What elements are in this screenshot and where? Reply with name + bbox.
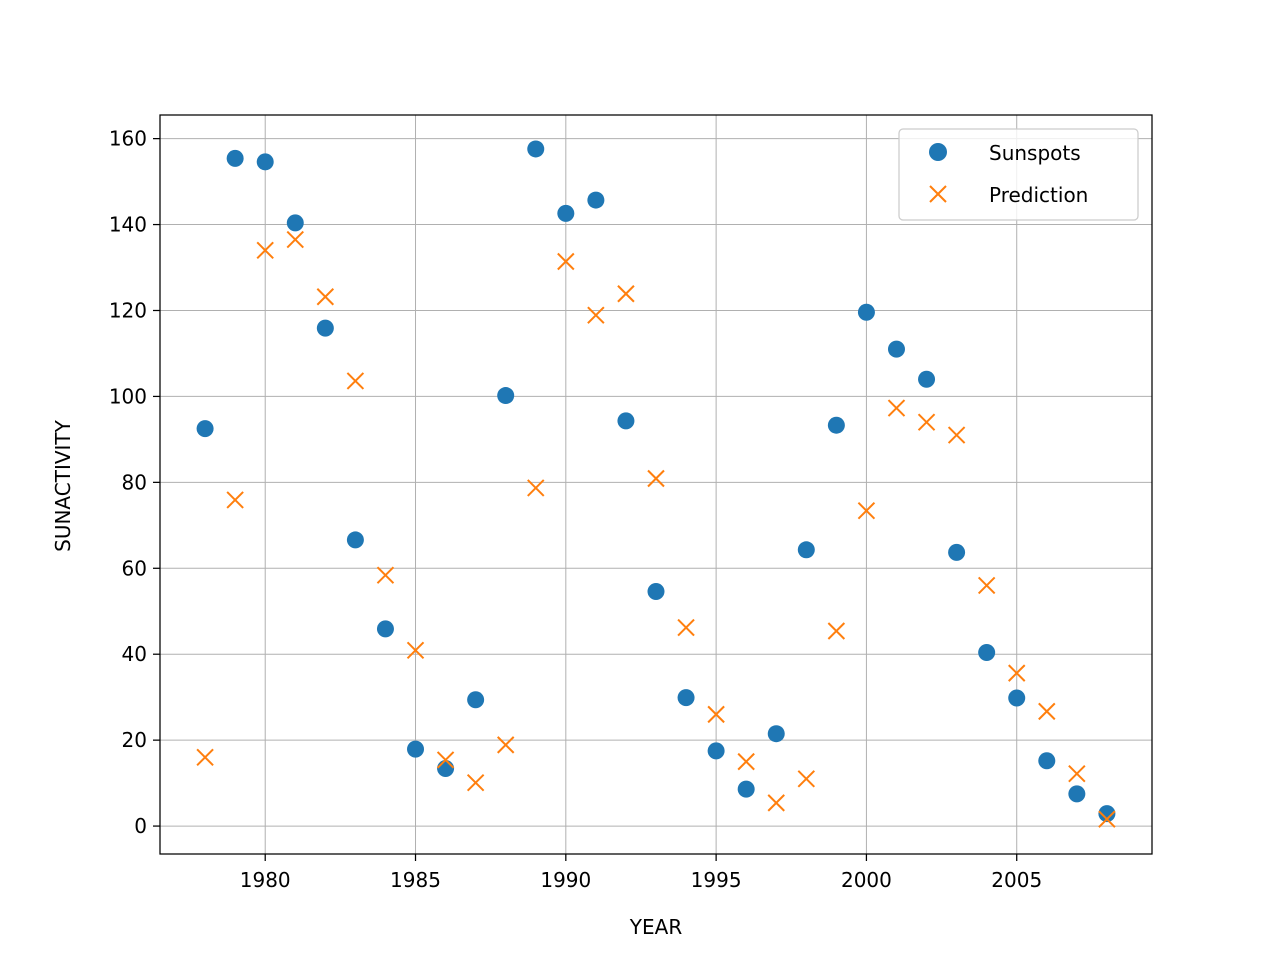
prediction-point xyxy=(677,618,695,637)
prediction-point xyxy=(977,576,996,595)
prediction-point xyxy=(647,469,665,488)
x-tick-label: 1995 xyxy=(691,868,742,892)
sunspots-point xyxy=(346,531,364,549)
legend-label-prediction: Prediction xyxy=(989,183,1088,207)
prediction-point xyxy=(1008,664,1026,682)
series-sunspots xyxy=(196,140,1116,823)
prediction-point xyxy=(737,752,755,771)
prediction-point xyxy=(226,491,244,509)
sunspots-point xyxy=(978,643,996,661)
plot-frame xyxy=(159,114,1153,855)
sunspots-point xyxy=(557,204,575,222)
sunspots-point xyxy=(1008,689,1026,707)
sunspots-point xyxy=(587,191,605,209)
sunspots-point xyxy=(1068,785,1086,803)
y-tick-label: 0 xyxy=(134,814,147,838)
prediction-point xyxy=(346,372,365,390)
prediction-point xyxy=(286,230,304,249)
sunspots-point xyxy=(827,416,845,434)
x-axis-label: YEAR xyxy=(629,915,683,939)
x-tick-label: 2005 xyxy=(991,868,1042,892)
sunspots-point xyxy=(256,153,274,171)
sunspots-point xyxy=(407,740,425,758)
sunspots-point xyxy=(376,620,394,638)
legend: Sunspots Prediction xyxy=(898,128,1139,221)
sunspots-point xyxy=(948,543,966,561)
y-tick-label: 120 xyxy=(109,298,147,322)
prediction-point xyxy=(1038,702,1056,721)
sunspots-point xyxy=(677,689,695,707)
prediction-point xyxy=(196,748,214,767)
prediction-point xyxy=(797,770,816,788)
prediction-point xyxy=(376,566,395,584)
sunspots-point xyxy=(437,759,455,777)
sunspots-point xyxy=(286,214,304,232)
series-prediction xyxy=(196,230,1116,828)
x-tick-label: 1990 xyxy=(540,868,591,892)
prediction-point xyxy=(857,502,876,520)
sunspots-point xyxy=(1098,805,1116,823)
grid xyxy=(160,115,1152,854)
y-tick-label: 60 xyxy=(122,556,147,580)
sunspots-point xyxy=(737,780,755,798)
sunspots-point xyxy=(617,412,635,430)
data-marks xyxy=(196,140,1116,828)
y-tick-label: 80 xyxy=(122,470,147,494)
y-tick-label: 140 xyxy=(109,213,147,237)
prediction-point xyxy=(1098,810,1116,828)
prediction-point xyxy=(557,252,575,271)
prediction-point xyxy=(256,241,274,260)
sunspots-point xyxy=(527,140,545,158)
y-tick-label: 100 xyxy=(109,384,147,408)
y-tick-label: 160 xyxy=(109,127,147,151)
sunspots-point xyxy=(918,370,936,388)
y-tick-label: 40 xyxy=(122,642,147,666)
legend-marker-sunspots xyxy=(929,143,947,161)
prediction-point xyxy=(496,736,515,754)
prediction-point xyxy=(917,413,936,431)
x-tick-label: 1985 xyxy=(390,868,441,892)
prediction-point xyxy=(887,399,906,417)
prediction-point xyxy=(767,794,785,812)
legend-label-sunspots: Sunspots xyxy=(989,141,1081,165)
prediction-point xyxy=(1068,764,1086,783)
sunspots-point xyxy=(467,691,485,709)
prediction-point xyxy=(436,751,455,769)
plot-area xyxy=(160,115,1152,854)
legend-marker-prediction xyxy=(929,185,947,203)
prediction-point xyxy=(617,285,635,303)
prediction-point xyxy=(707,705,725,724)
prediction-point xyxy=(587,306,605,324)
prediction-point xyxy=(406,641,425,660)
prediction-point xyxy=(527,479,545,497)
sunspots-point xyxy=(707,742,725,760)
sunspots-point xyxy=(316,319,334,337)
sunspots-point xyxy=(196,420,214,438)
legend-frame xyxy=(898,128,1139,221)
prediction-point xyxy=(947,426,966,444)
sunspots-point xyxy=(226,149,244,167)
sunspots-point xyxy=(767,725,785,743)
sunspots-point xyxy=(647,582,665,600)
x-tick-label: 2000 xyxy=(841,868,892,892)
sunspots-point xyxy=(857,303,875,321)
sunspots-point xyxy=(797,541,815,559)
prediction-point xyxy=(466,773,485,792)
prediction-point xyxy=(316,288,335,306)
y-tick-label: 20 xyxy=(122,728,147,752)
ticks: 1980 1985 1990 1995 2000 2005 0 20 40 60 80 100 120 1… xyxy=(109,127,1042,892)
sunspots-point xyxy=(497,387,515,405)
sunspots-point xyxy=(887,340,905,358)
y-axis-label: SUNACTIVITY xyxy=(51,419,75,552)
sunspots-point xyxy=(1038,752,1056,770)
x-tick-label: 1980 xyxy=(240,868,291,892)
prediction-point xyxy=(827,622,846,640)
